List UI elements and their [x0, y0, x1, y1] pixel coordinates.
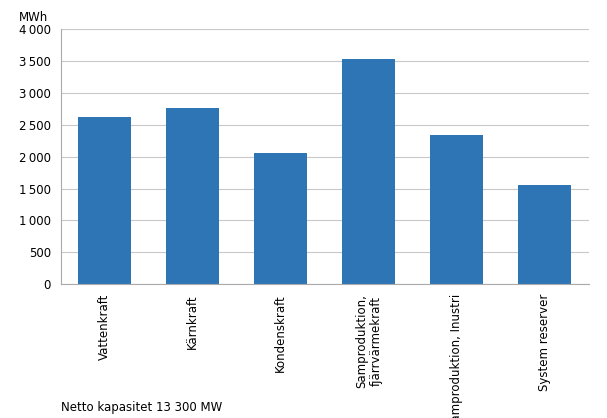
Text: Netto kapasitet 13 300 MW: Netto kapasitet 13 300 MW — [61, 401, 222, 414]
Bar — [254, 153, 307, 284]
Bar — [430, 135, 483, 284]
Bar — [78, 117, 131, 284]
Bar — [166, 108, 219, 284]
Bar — [518, 185, 571, 284]
Bar — [342, 59, 395, 284]
Text: MWh: MWh — [18, 11, 48, 24]
